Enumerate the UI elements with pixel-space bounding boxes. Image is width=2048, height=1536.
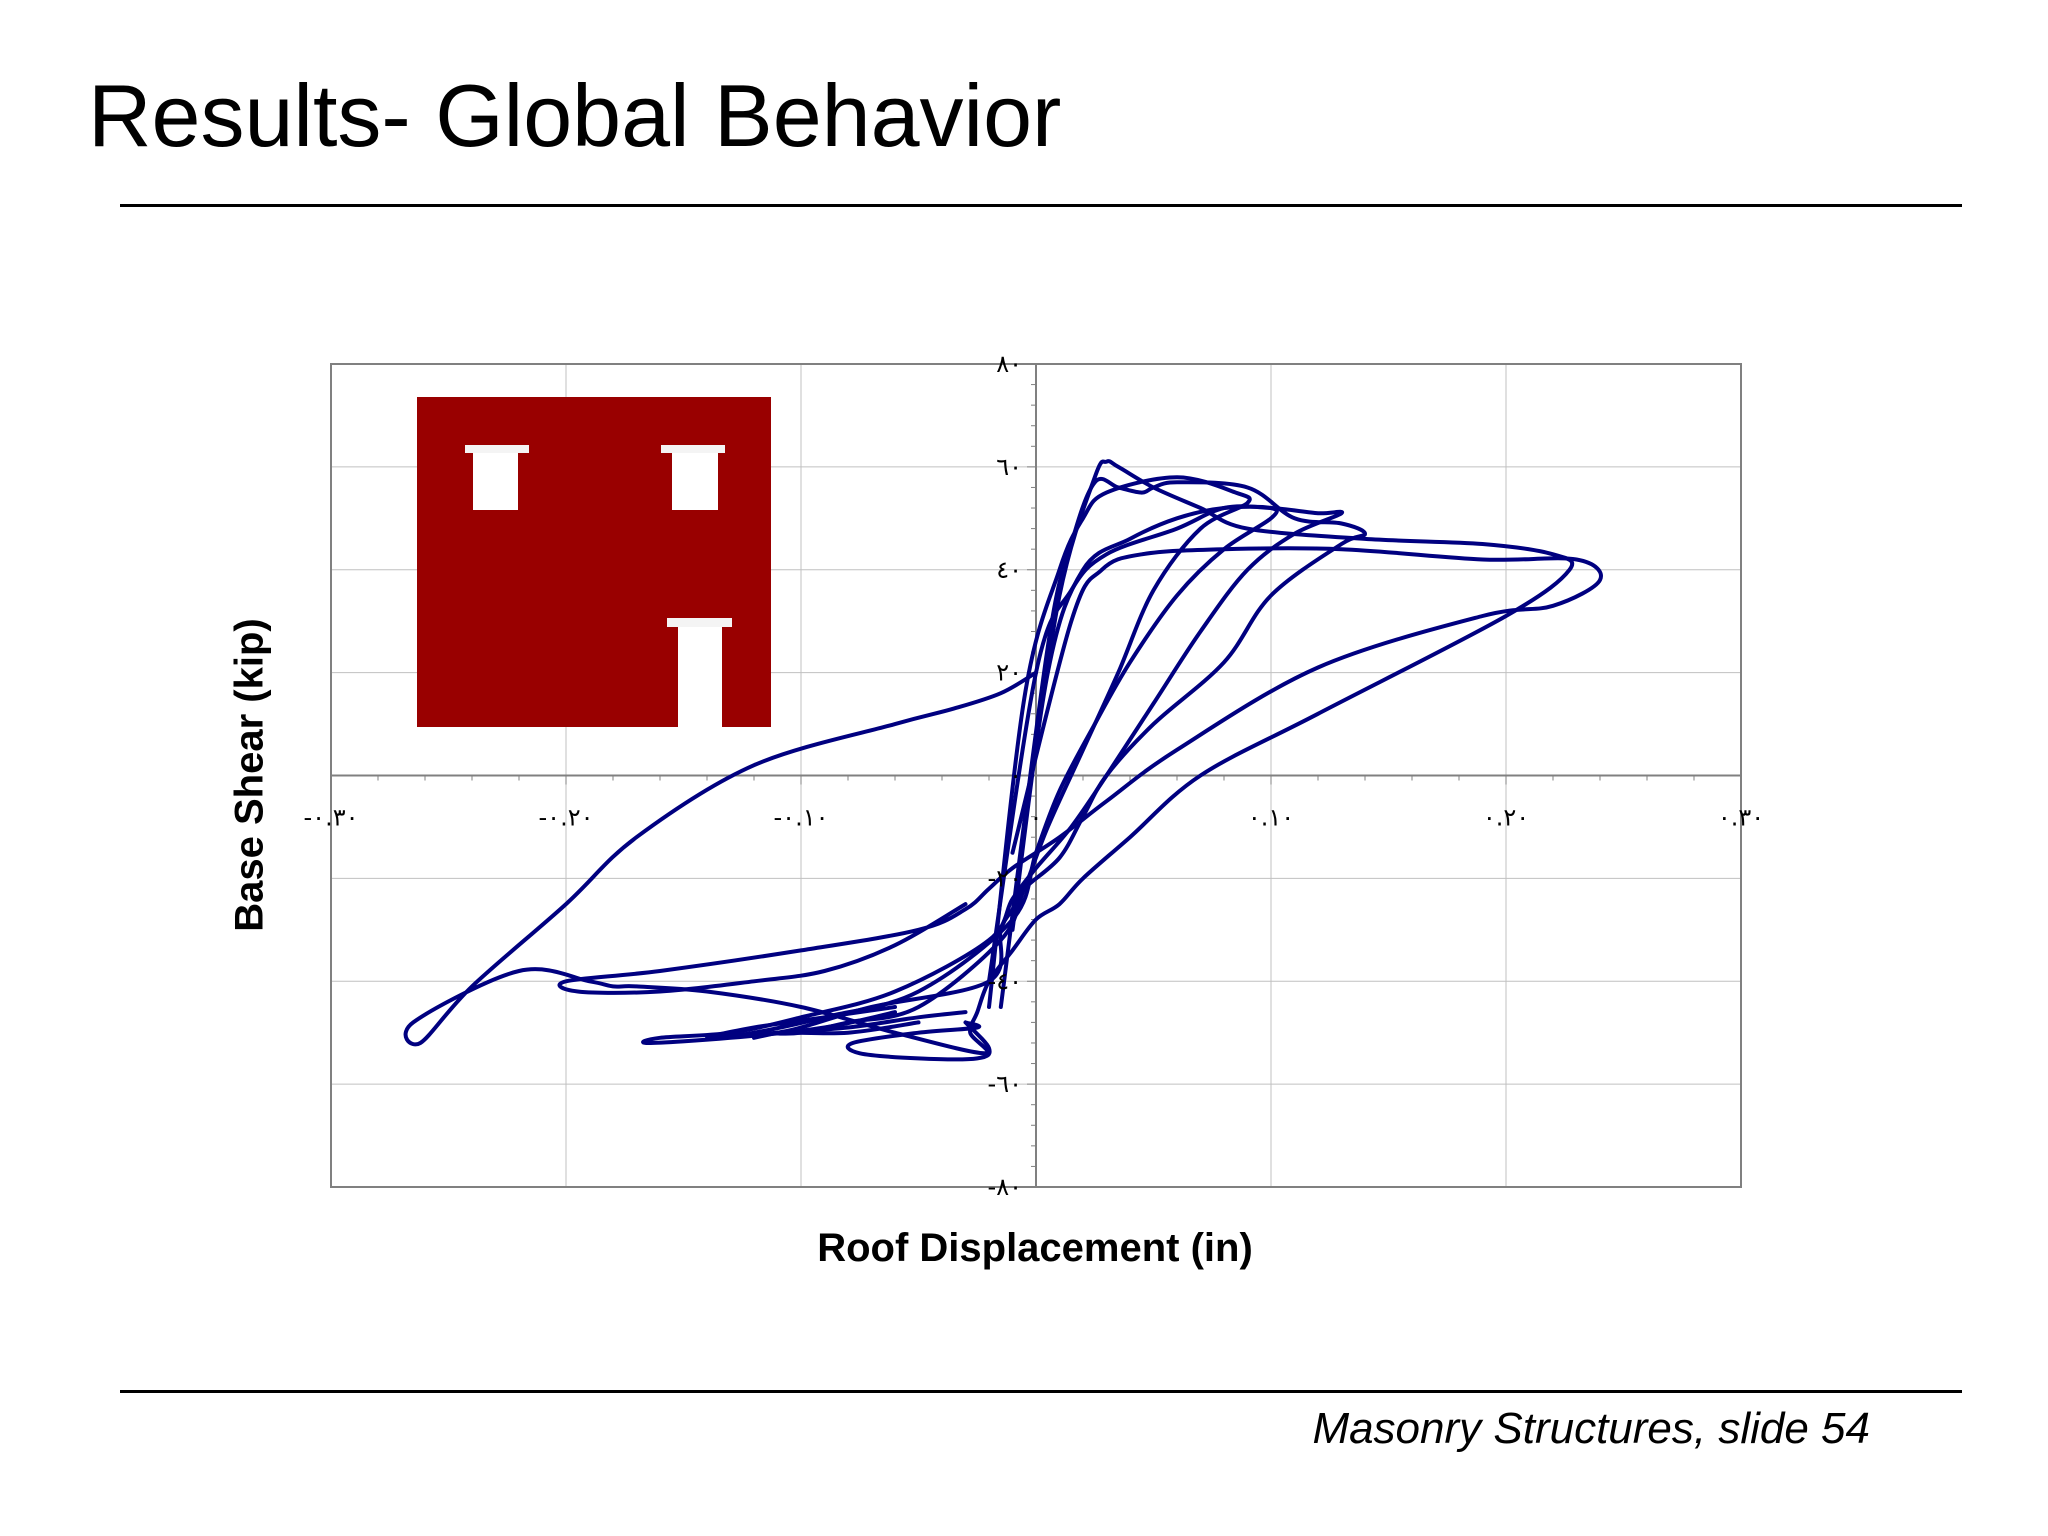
window-right-lintel bbox=[661, 445, 725, 453]
hysteresis-loop-4 bbox=[641, 504, 1345, 1045]
y-tick-label: -٢٠ bbox=[988, 864, 1022, 892]
y-tick-label: ٠ bbox=[1009, 762, 1022, 790]
x-axis-label: Roof Displacement (in) bbox=[817, 1226, 1253, 1270]
tick-labels: -٠.٣٠ -٠.٢٠ -٠.١٠ ٠ ٠.١٠ ٠.٢٠ ٠.٣٠ -٨٠ -٦٠ -٤٠ -٢٠… bbox=[304, 350, 1765, 1201]
x-tick-label: -٠.٣٠ bbox=[304, 804, 359, 832]
x-tick-label: ٠.٣٠ bbox=[1718, 804, 1764, 832]
bottom-divider bbox=[120, 1390, 1962, 1393]
y-tick-label: -٨٠ bbox=[988, 1173, 1022, 1201]
door-lintel bbox=[667, 618, 732, 627]
axes bbox=[330, 363, 1742, 1188]
x-tick-label: -٠.٢٠ bbox=[539, 804, 594, 832]
y-tick-label: ٤٠ bbox=[996, 556, 1022, 584]
x-tick-label: -٠.١٠ bbox=[774, 804, 829, 832]
y-tick-label: ٦٠ bbox=[996, 453, 1022, 481]
hysteresis-curves bbox=[403, 459, 1603, 1062]
y-tick-label: ٢٠ bbox=[996, 659, 1022, 687]
y-tick-label: -٤٠ bbox=[988, 967, 1022, 995]
y-tick-label: ٨٠ bbox=[996, 350, 1022, 378]
hysteresis-loop-7 bbox=[845, 1020, 992, 1062]
slide-footer: Masonry Structures, slide 54 bbox=[1312, 1404, 1870, 1453]
hysteresis-loop-3 bbox=[752, 476, 1367, 1040]
door bbox=[678, 627, 722, 727]
slide-title: Results- Global Behavior bbox=[88, 66, 1062, 165]
hysteresis-loop-6 bbox=[773, 475, 1252, 1036]
hysteresis-loop-2 bbox=[557, 546, 1603, 995]
top-divider bbox=[120, 204, 1962, 207]
x-tick-label: ٠ bbox=[1030, 804, 1043, 832]
hysteresis-loop-5 bbox=[705, 504, 1279, 1040]
window-left bbox=[473, 453, 518, 510]
y-tick-label: -٦٠ bbox=[988, 1070, 1022, 1098]
window-left-lintel bbox=[465, 445, 529, 453]
window-right bbox=[672, 453, 718, 510]
x-tick-label: ٠.١٠ bbox=[1248, 804, 1294, 832]
building-inset bbox=[417, 397, 771, 727]
y-axis-label-text: Base Shear (kip) bbox=[227, 618, 272, 932]
x-tick-label: ٠.٢٠ bbox=[1483, 804, 1529, 832]
